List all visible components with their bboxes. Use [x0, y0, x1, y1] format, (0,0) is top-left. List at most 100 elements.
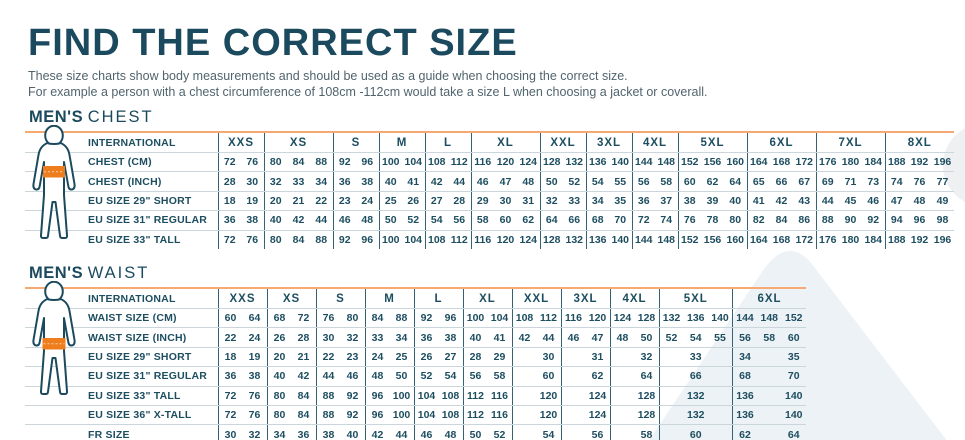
- size-group-header-xs: XS: [263, 132, 333, 153]
- size-value-cell: 96: [364, 386, 390, 406]
- size-value-cell: 76: [246, 233, 259, 246]
- table-row: EU SIZE 31" REGULAR 36 38 40 42 44 46 48 50 52 54 5…: [25, 366, 806, 387]
- section-heading-bold: MEN'S: [29, 108, 84, 126]
- size-value-cell: 104: [404, 233, 423, 246]
- size-value-cell: 72: [217, 230, 241, 249]
- mens-chest-size-table: INTERNATIONAL XXS XS S M L XL XXL 3XL 4XL 5XL 6XL 7X…: [25, 131, 954, 249]
- mens-chest-table-container: INTERNATIONAL XXS XS S M L XL XXL 3XL 4XL 5XL 6XL 7X…: [25, 131, 954, 249]
- header-row: INTERNATIONAL XXS XS S M L XL XXL 3XL 4XL 5XL 6XL: [25, 288, 806, 309]
- size-group-header-5xl: 5XL: [677, 132, 747, 153]
- size-value-cell: 52: [413, 366, 439, 387]
- size-value-cell: 32: [263, 171, 287, 192]
- size-value-cell: 34: [389, 327, 414, 348]
- size-value-cell: 72: [217, 405, 243, 426]
- size-value-cell: 148: [757, 308, 782, 329]
- size-value-cell: 40: [346, 428, 359, 440]
- size-value-cell: 112: [462, 386, 488, 406]
- size-value-cell: [708, 347, 733, 368]
- size-value-cell: 64: [634, 366, 659, 387]
- size-value-cell: 38: [356, 171, 379, 192]
- row-label: CHEST (CM): [25, 152, 218, 173]
- size-value-cell: 28: [217, 171, 241, 192]
- size-value-cell: 36: [631, 191, 655, 212]
- size-value-cell: [560, 386, 586, 406]
- size-value-cell: 73: [862, 171, 885, 192]
- size-group-header-xxl: XXL: [511, 288, 561, 309]
- size-value-cell: 44: [395, 428, 408, 440]
- size-value-cell: 92: [332, 152, 356, 173]
- size-value-cell: 168: [772, 233, 791, 246]
- size-value-cell: 84: [364, 308, 390, 329]
- size-value-cell: 34: [732, 347, 757, 368]
- size-value-cell: 50: [539, 171, 563, 192]
- size-value-cell: 52: [563, 171, 586, 192]
- size-value-cell: 60: [781, 327, 806, 348]
- size-value-cell: 23: [332, 191, 356, 212]
- size-value-cell: [757, 366, 782, 387]
- size-value-cell: 66: [770, 171, 793, 192]
- description-line-2: For example a person with a chest circum…: [28, 85, 708, 99]
- size-value-cell: 52: [402, 210, 425, 231]
- size-value-cell: 132: [658, 308, 684, 329]
- size-value-cell: 42: [364, 424, 390, 440]
- size-value-cell: 84: [292, 233, 305, 246]
- size-value-cell: 48: [356, 210, 379, 231]
- size-value-cell: 132: [563, 152, 586, 173]
- size-value-cell: 188: [884, 230, 908, 249]
- size-value-cell: 160: [726, 233, 745, 246]
- size-value-cell: 112: [450, 233, 468, 246]
- size-value-cell: 40: [462, 327, 488, 348]
- size-value-cell: 88: [310, 152, 333, 173]
- size-value-cell: 33: [364, 327, 390, 348]
- size-value-cell: 55: [708, 327, 733, 348]
- table-row: WAIST SIZE (CM) 60 64 68 72 76 80 84 88 92 96 100 10…: [25, 308, 806, 329]
- size-group-header-s: S: [315, 288, 365, 309]
- size-value-cell: 100: [378, 152, 402, 173]
- size-value-cell: [658, 347, 684, 368]
- size-value-cell: 62: [585, 366, 610, 387]
- size-value-cell: 132: [565, 233, 584, 246]
- table-row: EU SIZE 29" SHORT 18 19 20 21 22 23 24 25 26 27 28 2…: [25, 347, 806, 368]
- size-value-cell: 25: [389, 347, 414, 368]
- size-value-cell: 84: [291, 405, 316, 426]
- size-value-cell: 136: [683, 308, 708, 329]
- size-value-cell: 26: [413, 347, 439, 368]
- size-value-cell: 80: [340, 308, 365, 329]
- size-value-cell: 112: [462, 405, 488, 426]
- size-value-cell: 104: [413, 386, 439, 406]
- size-value-cell: 45: [839, 191, 862, 212]
- size-value-cell: 80: [266, 405, 292, 426]
- size-value-cell: 46: [862, 191, 885, 212]
- size-value-cell: 88: [389, 308, 414, 329]
- size-value-cell: 72: [631, 210, 655, 231]
- size-value-cell: 66: [563, 210, 586, 231]
- size-value-cell: 156: [703, 233, 722, 246]
- size-value-cell: 25: [378, 191, 402, 212]
- table-row: EU SIZE 33" TALL 72 76 80 84 88 92 96 100 104 108 1…: [25, 230, 954, 249]
- size-value-cell: 46: [340, 366, 365, 387]
- size-value-cell: 35: [781, 347, 806, 368]
- waist-measure-band: [42, 338, 66, 350]
- section-heading-mens-chest: MEN'S CHEST: [29, 109, 154, 126]
- table-row: WAIST SIZE (INCH) 22 24 26 28 30 32 33 34 36 38 40 4…: [25, 327, 806, 348]
- row-label: EU SIZE 31" REGULAR: [25, 210, 218, 231]
- size-group-header-6xl: 6XL: [746, 132, 816, 153]
- size-value-cell: [560, 405, 586, 426]
- size-value-cell: 32: [539, 191, 563, 212]
- size-value-cell: 46: [413, 424, 439, 440]
- size-value-cell: 184: [862, 152, 885, 173]
- size-value-cell: 72: [291, 308, 316, 329]
- size-value-cell: 52: [658, 327, 684, 348]
- size-value-cell: [511, 347, 537, 368]
- table-row: EU SIZE 33" TALL 72 76 80 84 88 92 96 100 104 108 1…: [25, 386, 806, 406]
- size-value-cell: 56: [448, 210, 471, 231]
- body-figure-waist-band-icon: [32, 281, 76, 395]
- size-value-cell: [511, 366, 537, 387]
- table-row: CHEST (INCH) 28 30 32 33 34 36 38 40 41 42 44 46 47 48…: [25, 171, 954, 192]
- size-value-cell: 62: [732, 424, 757, 440]
- size-value-cell: 116: [487, 386, 512, 406]
- size-value-cell: 58: [655, 171, 678, 192]
- size-value-cell: 50: [634, 327, 659, 348]
- size-value-cell: 36: [297, 428, 310, 440]
- size-value-cell: 46: [560, 327, 586, 348]
